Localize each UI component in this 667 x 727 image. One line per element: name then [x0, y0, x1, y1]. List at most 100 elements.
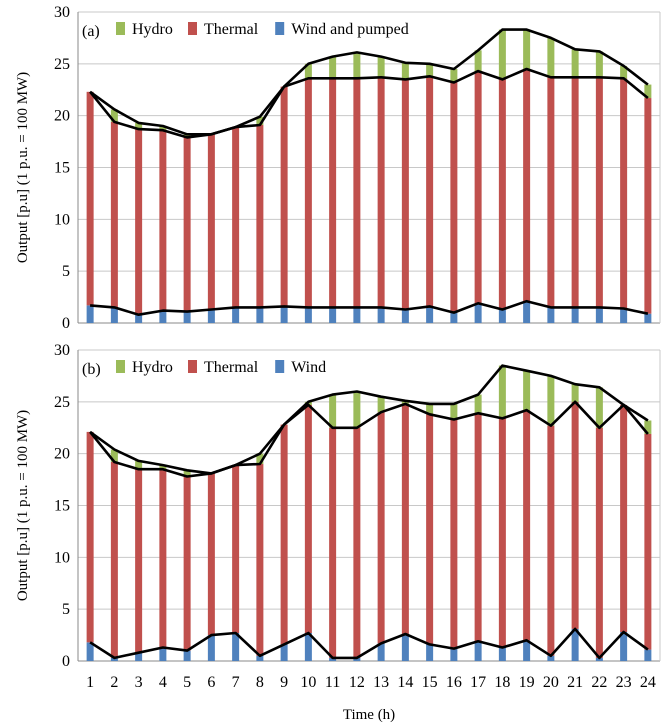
bar-wind	[523, 640, 531, 661]
x-tick-label: 15	[422, 674, 438, 691]
bar-wind	[595, 657, 603, 661]
bar-hydro	[304, 63, 312, 79]
panel-label: (a)	[82, 23, 100, 40]
x-tick-label: 17	[470, 674, 486, 691]
legend-swatch-thermal	[188, 360, 197, 373]
x-tick-label: 11	[325, 674, 340, 691]
bar-hydro	[644, 420, 652, 434]
y-tick-label: 5	[62, 263, 70, 280]
legend-swatch-hydro	[116, 22, 125, 35]
bar-thermal	[329, 427, 337, 658]
bar-wind	[135, 652, 143, 661]
series-line-wind	[89, 627, 649, 660]
x-tick-label: 19	[519, 674, 535, 691]
bar-thermal	[86, 91, 94, 306]
y-tick-label: 5	[62, 601, 70, 618]
bar-wind	[232, 633, 240, 661]
bar-thermal	[426, 76, 434, 307]
bar-wind	[426, 306, 434, 323]
x-tick-label: 2	[110, 674, 118, 691]
x-tick-label: 21	[567, 674, 583, 691]
y-tick-label: 15	[54, 498, 70, 515]
x-tick-label: 24	[640, 674, 656, 691]
legend-label-hydro: Hydro	[132, 21, 173, 38]
bar-thermal	[256, 124, 264, 308]
bar-thermal	[547, 77, 555, 308]
bar-wind	[159, 310, 167, 323]
bar-wind	[450, 648, 458, 661]
bar-thermal	[620, 78, 628, 309]
bar-thermal	[547, 425, 555, 656]
bar-thermal	[644, 433, 652, 650]
bar-thermal	[353, 78, 361, 308]
bar-hydro	[571, 49, 579, 78]
bar-hydro	[498, 29, 506, 80]
bar-wind	[207, 635, 215, 661]
bar-hydro	[595, 51, 603, 78]
bar-wind	[86, 305, 94, 323]
legend-label-hydro: Hydro	[132, 359, 173, 376]
legend-label-wind: Wind and pumped	[291, 21, 409, 38]
bar-hydro	[401, 400, 409, 404]
bar-wind	[474, 303, 482, 323]
bar-thermal	[329, 78, 337, 308]
bar-thermal	[183, 137, 191, 312]
bar-wind	[498, 309, 506, 323]
series-line-wind	[89, 299, 649, 317]
bar-thermal	[571, 401, 579, 629]
x-tick-label: 4	[159, 674, 167, 691]
x-tick-label: 8	[256, 674, 264, 691]
y-tick-label: 20	[54, 446, 70, 463]
bar-wind	[256, 307, 264, 323]
bar-hydro	[474, 50, 482, 72]
bar-wind	[329, 307, 337, 323]
bar-wind	[135, 314, 143, 323]
bar-hydro	[401, 62, 409, 80]
bar-hydro	[377, 396, 385, 413]
bar-thermal	[450, 82, 458, 313]
y-tick-label: 10	[54, 211, 70, 228]
panel-label: (b)	[82, 361, 101, 378]
y-tick-label: 0	[62, 315, 70, 332]
bar-thermal	[644, 98, 652, 314]
bar-thermal	[280, 86, 288, 307]
x-tick-label: 5	[183, 674, 191, 691]
y-tick-label: 20	[54, 108, 70, 125]
bar-thermal	[232, 127, 240, 308]
bar-hydro	[595, 387, 603, 428]
bar-wind	[644, 313, 652, 323]
bar-wind	[183, 311, 191, 323]
bar-wind	[110, 657, 118, 661]
bar-wind	[304, 307, 312, 323]
bar-wind	[256, 655, 264, 661]
x-tick-label: 18	[494, 674, 510, 691]
bar-thermal	[571, 77, 579, 308]
bar-thermal	[207, 473, 215, 636]
bar-thermal	[353, 427, 361, 658]
x-tick-label: 20	[543, 674, 559, 691]
x-tick-label: 16	[446, 674, 462, 691]
bar-thermal	[135, 469, 143, 653]
bar-thermal	[135, 129, 143, 315]
bar-thermal	[523, 410, 531, 641]
bar-thermal	[498, 418, 506, 648]
bar-wind	[595, 307, 603, 323]
bar-hydro	[377, 56, 385, 78]
bar-wind	[353, 307, 361, 323]
bar-wind	[110, 307, 118, 323]
bar-wind	[86, 642, 94, 661]
y-tick-label: 10	[54, 549, 70, 566]
series-line-hydro	[89, 28, 649, 136]
bar-wind	[159, 647, 167, 661]
bar-thermal	[207, 134, 215, 310]
bar-thermal	[159, 130, 167, 311]
legend-label-wind: Wind	[291, 359, 326, 376]
bar-thermal	[256, 464, 264, 656]
bar-thermal	[401, 79, 409, 310]
bar-wind	[498, 647, 506, 661]
bar-thermal	[474, 71, 482, 304]
bar-thermal	[377, 412, 385, 644]
bar-hydro	[547, 375, 555, 426]
bar-hydro	[329, 56, 337, 79]
